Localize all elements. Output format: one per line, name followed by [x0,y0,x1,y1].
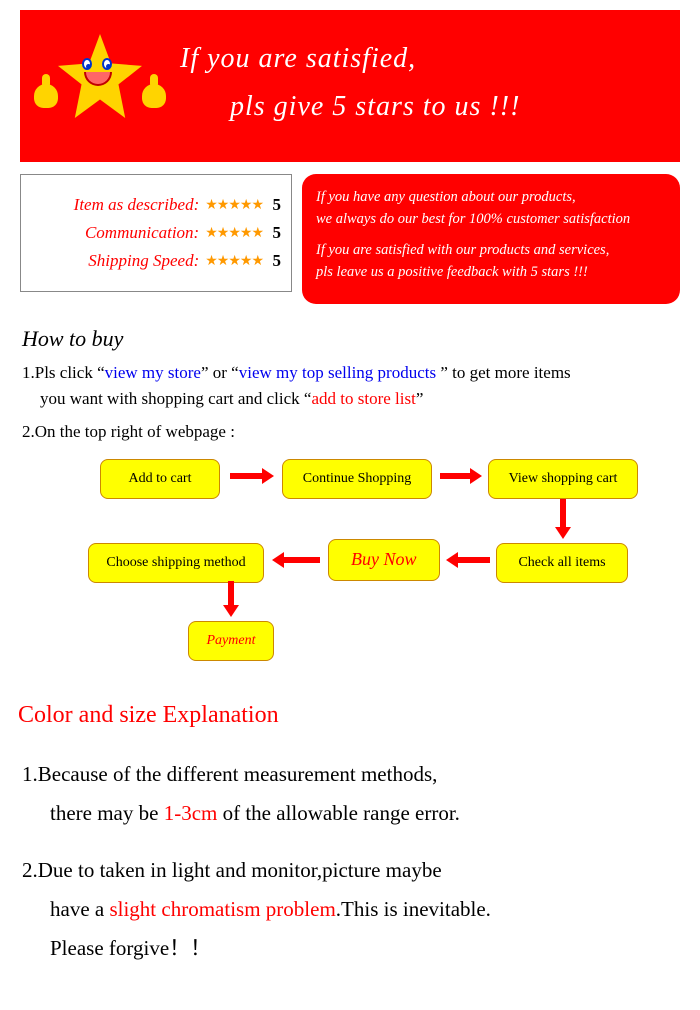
text: have a [50,897,109,921]
text: ” [416,389,424,408]
info-row: Item as described: ★★★★★ 5 Communication… [0,174,700,314]
rating-score: 5 [263,195,281,215]
rating-row: Shipping Speed: ★★★★★ 5 [31,251,281,271]
explain-p1: 1.Because of the different measurement m… [18,755,682,833]
rating-label: Communication: [31,223,205,243]
banner-line1: If you are satisfied, [180,35,520,83]
how-to-buy: How to buy 1.Pls click “view my store” o… [0,314,700,669]
flow-arrow-icon [224,581,238,617]
star-icon: ★★★★★ [205,197,263,214]
flow-arrow-icon [446,553,490,567]
flow-arrow-icon [556,499,570,539]
flow-node-payment: Payment [188,621,274,661]
star-mascot-icon [40,28,160,138]
star-icon: ★★★★★ [205,253,263,270]
satisfaction-message: If you have any question about our produ… [302,174,680,304]
measurement-tolerance: 1-3cm [164,801,218,825]
rating-row: Item as described: ★★★★★ 5 [31,195,281,215]
text: Please forgive！！ [22,929,682,968]
text: of the allowable range error. [217,801,460,825]
color-size-explanation: Color and size Explanation 1.Because of … [0,693,700,1010]
satisfaction-banner: If you are satisfied, pls give 5 stars t… [20,10,680,162]
flow-arrow-icon [440,469,482,483]
view-store-link[interactable]: view my store [105,363,201,382]
text: .This is inevitable. [336,897,491,921]
text: 1.Because of the different measurement m… [22,762,437,786]
flow-node-shipping-method: Choose shipping method [88,543,264,583]
sat-line: pls leave us a positive feedback with 5 … [316,264,588,280]
top-selling-link[interactable]: view my top selling products [239,363,441,382]
sat-line: we always do our best for 100% customer … [316,211,630,227]
explain-title: Color and size Explanation [18,693,682,737]
text: ” or “ [201,363,239,382]
chromatism-note: slight chromatism problem [109,897,335,921]
banner-line2: pls give 5 stars to us !!! [180,83,520,131]
flow-node-add-to-cart: Add to cart [100,459,220,499]
sat-line: If you are satisfied with our products a… [316,242,609,258]
text: ” to get more items [440,363,570,382]
purchase-flow-diagram: Add to cart Continue Shopping View shopp… [50,459,650,669]
star-icon: ★★★★★ [205,225,263,242]
flow-node-buy-now: Buy Now [328,539,440,581]
flow-arrow-icon [272,553,320,567]
rating-label: Shipping Speed: [31,251,205,271]
flow-node-view-cart: View shopping cart [488,459,638,499]
text: there may be [50,801,164,825]
rating-score: 5 [263,223,281,243]
explain-p2: 2.Due to taken in light and monitor,pict… [18,851,682,968]
howto-step2: 2.On the top right of webpage : [22,419,678,445]
ratings-box: Item as described: ★★★★★ 5 Communication… [20,174,292,292]
howto-title: How to buy [22,322,678,356]
text: 2.Due to taken in light and monitor,pict… [22,858,442,882]
flow-node-continue-shopping: Continue Shopping [282,459,432,499]
rating-label: Item as described: [31,195,205,215]
flow-arrow-icon [230,469,274,483]
banner-text: If you are satisfied, pls give 5 stars t… [180,35,520,130]
howto-step1: 1.Pls click “view my store” or “view my … [22,360,678,413]
rating-row: Communication: ★★★★★ 5 [31,223,281,243]
rating-score: 5 [263,251,281,271]
text: 1.Pls click “ [22,363,105,382]
sat-line: If you have any question about our produ… [316,189,576,205]
flow-node-check-items: Check all items [496,543,628,583]
add-store-list-link[interactable]: add to store list [311,389,415,408]
text: you want with shopping cart and click “ [40,389,311,408]
